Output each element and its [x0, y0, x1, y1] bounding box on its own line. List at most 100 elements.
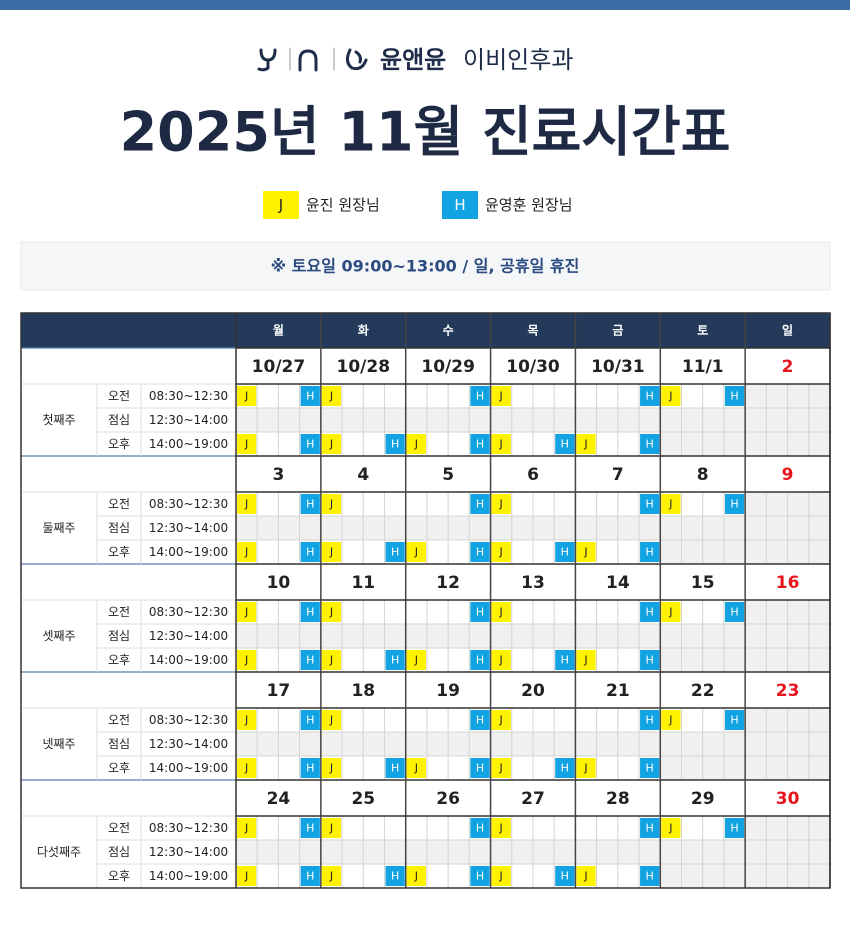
doctor-mark-label: H: [391, 762, 399, 775]
slot-cell: [723, 839, 746, 865]
doctor-mark: [491, 494, 511, 514]
slot-cell: [362, 407, 385, 433]
slot-cell: [532, 731, 555, 757]
slot-cell: [638, 731, 661, 757]
slot-cell: [787, 599, 810, 625]
doctor-mark-label: H: [646, 870, 654, 883]
doctor-mark-label: J: [244, 714, 248, 727]
doctor-mark: [491, 434, 511, 454]
slot-cell: [277, 863, 301, 889]
slot-cell: [596, 431, 619, 457]
doctor-mark-label: J: [329, 390, 333, 403]
doctor-mark-label: J: [414, 546, 418, 559]
slot-cell: [384, 731, 407, 757]
logo-text: 윤앤윤: [380, 46, 446, 74]
slot-cell: [532, 707, 555, 733]
slot-cell: [532, 647, 555, 673]
doctor-mark-label: H: [646, 762, 654, 775]
slot-cell: [659, 515, 682, 541]
slot-cell: [702, 431, 725, 457]
slot-cell: [341, 539, 364, 565]
slot-cell: [341, 863, 364, 889]
slot-cell: [596, 755, 619, 781]
slot-cell: [511, 707, 534, 733]
slot-cell: [405, 731, 428, 757]
slot-cell: [341, 491, 364, 517]
slot-cell: [574, 383, 598, 409]
slot-cell: [341, 623, 364, 649]
date: 11: [351, 573, 375, 593]
doctor-mark-label: J: [329, 762, 333, 775]
slot-cell: [681, 731, 704, 757]
slot-cell: [511, 515, 534, 541]
session-name: 점심: [108, 413, 130, 427]
slot-cell: [447, 863, 470, 889]
slot-cell: [808, 431, 831, 457]
session-time: 08:30~12:30: [149, 497, 228, 511]
week-name: 첫째주: [42, 413, 75, 427]
week-name: 셋째주: [42, 629, 75, 643]
doctor-mark: [321, 494, 342, 514]
slot-cell: [681, 599, 704, 625]
doctor-mark: [491, 542, 511, 562]
doctor-mark: [491, 710, 511, 730]
doctor-mark-label: H: [391, 546, 399, 559]
doctor-mark-label: H: [646, 438, 654, 451]
day-header: 토: [697, 324, 708, 338]
doctor-mark-label: H: [306, 606, 314, 619]
slot-cell: [659, 755, 682, 781]
slot-cell: [765, 623, 789, 649]
slot-cell: [702, 599, 725, 625]
doctor-mark: [321, 602, 342, 622]
slot-cell: [787, 707, 810, 733]
doctor-mark-label: H: [476, 714, 484, 727]
doctor-mark-label: H: [476, 762, 484, 775]
slot-cell: [723, 623, 746, 649]
slot-cell: [659, 647, 682, 673]
day-header: 목: [527, 324, 538, 338]
doctor-mark-label: J: [244, 390, 248, 403]
doctor-mark: [406, 650, 426, 670]
slot-cell: [341, 815, 364, 841]
slot-cell: [362, 647, 385, 673]
doctor-mark: [640, 818, 660, 838]
slot-cell: [659, 623, 682, 649]
doctor-mark: [385, 758, 405, 778]
slot-cell: [702, 515, 725, 541]
doctor-mark: [555, 758, 575, 778]
slot-cell: [681, 539, 704, 565]
doctor-mark: [406, 434, 426, 454]
doctor-mark: [385, 650, 405, 670]
doctor-mark-label: H: [646, 546, 654, 559]
session-name: 오후: [108, 761, 130, 775]
doctor-mark: [661, 494, 681, 514]
slot-cell: [256, 731, 279, 757]
doctor-mark: [491, 386, 511, 406]
slot-cell: [341, 647, 364, 673]
slot-cell: [362, 863, 385, 889]
doctor-mark: [300, 758, 320, 778]
slot-cell: [765, 431, 789, 457]
slot-cell: [723, 431, 746, 457]
slot-cell: [617, 707, 640, 733]
slot-cell: [744, 431, 767, 457]
slot-cell: [744, 539, 767, 565]
slot-cell: [405, 815, 428, 841]
slot-cell: [808, 599, 831, 625]
doctor-mark: [640, 386, 660, 406]
slot-cell: [447, 839, 470, 865]
doctor-mark: [661, 710, 681, 730]
slot-cell: [299, 623, 322, 649]
slot-cell: [553, 815, 576, 841]
date: 16: [776, 573, 800, 593]
doctor-mark: [470, 542, 490, 562]
slot-cell: [787, 539, 810, 565]
session-name: 오전: [108, 821, 130, 835]
slot-cell: [320, 407, 343, 433]
doctor-mark: [640, 434, 660, 454]
doctor-mark-label: J: [499, 762, 503, 775]
session-name: 점심: [108, 521, 130, 535]
doctor-mark-label: H: [476, 390, 484, 403]
doctor-mark: [576, 650, 596, 670]
slot-cell: [256, 707, 279, 733]
